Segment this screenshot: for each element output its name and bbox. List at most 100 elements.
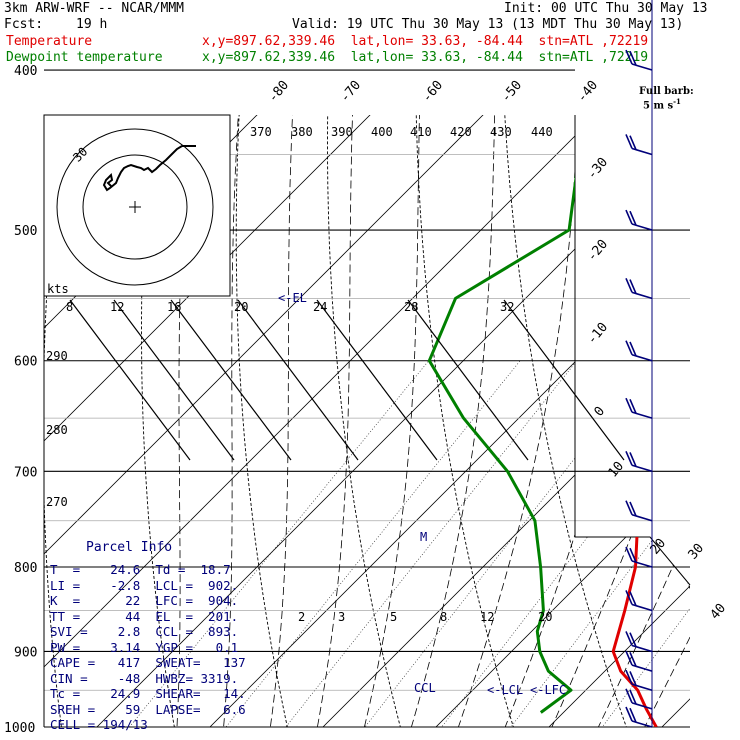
- init-time: Init: 00 UTC Thu 30 May 13: [504, 1, 708, 16]
- barb-staff: [631, 63, 653, 71]
- barb-flag: [629, 452, 637, 467]
- dewpoint-trace: [427, 115, 690, 714]
- barb-staff: [631, 664, 653, 672]
- pressure-tick-500: 500: [14, 224, 37, 239]
- barb-staff: [631, 513, 653, 522]
- theta-tick-440: 440: [531, 125, 553, 139]
- ccl-marker: CCL: [414, 681, 436, 695]
- mixing-ratio-1: [100, 360, 429, 727]
- temperature-tick--70: -70: [338, 78, 365, 106]
- sounding-traces: [427, 115, 690, 727]
- dry-adiabat-260: [141, 115, 440, 727]
- isotherm-20: [513, 115, 690, 727]
- hodograph-units: kts: [47, 282, 69, 296]
- hodograph-speed-line-6: [503, 299, 625, 461]
- barb-legend-unit-text: 5 m s: [643, 100, 674, 112]
- barb-flag: [629, 671, 637, 686]
- barb-staff: [631, 411, 653, 419]
- barb-flag: [625, 546, 633, 562]
- barb-staff: [631, 464, 653, 473]
- wind-barb: [625, 49, 653, 71]
- barb-legend-unit-exponent: -1: [673, 97, 681, 106]
- hodograph-speed-line-3: [237, 299, 359, 461]
- temperature-tick--10: -10: [585, 320, 612, 348]
- moist-adiabats: [174, 115, 690, 727]
- barb-flag: [625, 669, 633, 685]
- barb-flag: [625, 590, 633, 605]
- mixing-ratio-8: [414, 360, 690, 727]
- dewpoint-legend: Dewpoint temperature: [6, 50, 163, 65]
- hodograph: 30: [43, 114, 231, 297]
- model-title: 3km ARW-WRF -- NCAR/MMM: [4, 1, 185, 16]
- barb-flag: [629, 399, 637, 414]
- wind-barb: [625, 546, 653, 568]
- mixing-ratio-tick-2: 2: [298, 610, 305, 624]
- dry-adiabat-280: [327, 115, 554, 727]
- pressure-tick-1000: 1000: [4, 721, 35, 736]
- temperature-tick--50: -50: [499, 78, 526, 106]
- barb-flag: [625, 450, 633, 466]
- lfc-marker: <-LFC: [530, 683, 566, 697]
- frame-right: [574, 115, 691, 586]
- wind-barb: [625, 450, 653, 473]
- parcel-info-row: CELL = 194/13: [50, 717, 148, 732]
- barb-flag: [629, 632, 637, 647]
- hodograph-speed-line-5: [407, 299, 529, 461]
- barb-flag: [629, 210, 637, 226]
- moist-adiabat-10: [400, 115, 537, 727]
- hodograph-speed-line-0: [69, 299, 191, 461]
- barb-flag: [629, 341, 637, 357]
- hodograph-speed-tick-8: 8: [66, 300, 73, 314]
- mixing-ratio-5: [337, 360, 652, 727]
- parcel-info-row: T = 24.6 Td = 18.7: [50, 562, 231, 577]
- hodograph-speed-tick-12: 12: [110, 300, 124, 314]
- theta-tick-370: 370: [250, 125, 272, 139]
- hodograph-speed-line-4: [316, 299, 438, 461]
- theta-tick-400: 400: [371, 125, 393, 139]
- barb-flag: [625, 134, 633, 149]
- barb-flag: [625, 49, 633, 65]
- parcel-info-row: SREH = 59 LAPSE= 6.6: [50, 701, 246, 717]
- parcel-annotations: <-EL <-LCL <-LFC CCL M: [278, 291, 566, 697]
- m-marker: M: [420, 530, 427, 544]
- theta-tick-430: 430: [490, 125, 512, 139]
- barb-staff: [631, 223, 653, 231]
- theta-tick-410: 410: [410, 125, 432, 139]
- moist-adiabat-6: [355, 115, 472, 727]
- wind-barb: [625, 134, 653, 156]
- temperature-tick-40: 40: [708, 601, 730, 623]
- isobars: [44, 69, 690, 728]
- wind-barb: [625, 0, 653, 728]
- temperature-tick-30: 30: [686, 541, 708, 563]
- barb-flag: [625, 650, 633, 666]
- barb-flag: [629, 501, 637, 517]
- barb-flag: [629, 547, 637, 563]
- wind-barb: [625, 397, 653, 419]
- wind-barb: [625, 340, 653, 362]
- barb-flag: [625, 631, 633, 646]
- theta-tick-420: 420: [450, 125, 472, 139]
- barb-flag: [629, 50, 637, 66]
- moist-adiabat-14: [445, 115, 612, 727]
- hodograph-ring-outer: [56, 128, 214, 286]
- temperature-trace: [611, 115, 690, 727]
- barb-flag: [625, 706, 633, 722]
- moist-adiabat-26: [581, 115, 690, 727]
- barb-staff: [631, 720, 653, 728]
- wind-barb: [625, 278, 653, 300]
- wind-barb: [625, 631, 653, 653]
- wind-barb: [625, 209, 653, 231]
- el-marker: <-EL: [278, 291, 307, 305]
- barb-flag: [625, 500, 633, 516]
- barb-flag: [629, 279, 637, 294]
- moist-adiabat--6: [219, 115, 323, 727]
- theta-left-tick-270: 270: [46, 495, 68, 509]
- temperature-tick--40: -40: [575, 78, 602, 106]
- hodograph-speed-line-1: [113, 299, 235, 461]
- wind-barb: [625, 590, 653, 612]
- barb-flag: [629, 651, 637, 667]
- wind-barb: [625, 500, 653, 522]
